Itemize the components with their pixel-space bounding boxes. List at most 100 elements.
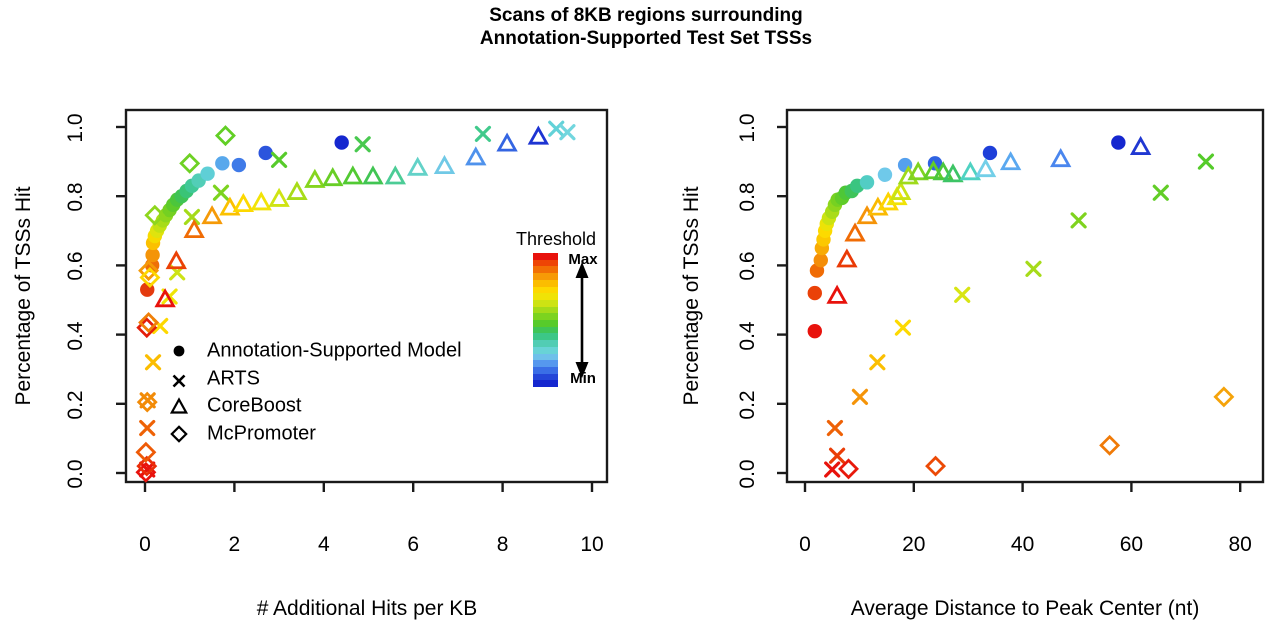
data-point-diamond [138, 260, 160, 282]
x-tick-label: 6 [407, 533, 420, 556]
data-point-x [183, 208, 201, 226]
legend-label-coreboost: CoreBoost [207, 394, 302, 417]
colorbar-band [533, 306, 558, 314]
data-point-triangle [465, 146, 487, 166]
data-point-x [354, 136, 371, 153]
data-point-circle [215, 156, 230, 171]
legend-marker-triangle-icon [169, 397, 189, 414]
data-point-x [1070, 212, 1087, 229]
threshold-arrow-up-icon [575, 262, 589, 278]
legend-marker-circle-icon [173, 345, 185, 357]
threshold-arrow-down-icon [575, 362, 589, 378]
data-point-diamond [1099, 434, 1121, 456]
legend-label-arts: ARTS [207, 367, 260, 390]
data-point-diamond [144, 204, 166, 226]
colorbar-band [533, 346, 558, 354]
data-point-triangle [433, 154, 456, 174]
colorbar-min-label: Min [570, 370, 596, 387]
colorbar-band [533, 259, 558, 267]
data-point-triangle [959, 161, 982, 181]
data-point-circle [807, 285, 822, 301]
data-point-x [139, 419, 156, 437]
colorbar-band [533, 333, 558, 341]
left-x-axis-title: # Additional Hits per KB [256, 597, 478, 620]
data-point-triangle [844, 222, 866, 242]
data-point-diamond [136, 455, 158, 477]
data-point-triangle [232, 192, 255, 213]
x-tick-label: 40 [1010, 533, 1035, 556]
colorbar-title: Threshold [515, 229, 597, 249]
colorbar-band [533, 320, 558, 327]
data-point-x [212, 184, 230, 201]
data-point-x [894, 319, 912, 336]
x-tick-label: 10 [580, 533, 604, 556]
data-point-triangle [942, 163, 964, 183]
colorbar-band [533, 253, 558, 260]
data-point-triangle [527, 125, 550, 145]
legend-marker-x-icon [172, 374, 186, 388]
left-plot-box [124, 108, 609, 484]
colorbar-band [533, 340, 558, 347]
x-tick-label: 20 [902, 533, 926, 556]
data-point-diamond [136, 391, 158, 413]
data-point-diamond [214, 125, 236, 147]
x-tick-label: 0 [139, 533, 151, 556]
x-tick-label: 4 [317, 533, 330, 556]
data-point-x [144, 354, 162, 371]
data-point-triangle [322, 167, 344, 187]
data-point-diamond [135, 441, 157, 463]
data-point-circle [982, 145, 998, 161]
data-point-triangle [286, 180, 308, 200]
legend-label-annotation-supported-model: Annotation-Supported Model [207, 339, 462, 362]
data-point-triangle [826, 284, 848, 304]
colorbar-band [533, 360, 558, 367]
data-point-triangle [250, 191, 272, 211]
figure-title: Scans of 8KB regions surrounding Annotat… [346, 4, 946, 50]
x-tick-label: 60 [1119, 533, 1144, 556]
data-point-x [474, 125, 492, 143]
data-point-triangle [974, 158, 997, 178]
data-point-circle [200, 166, 215, 181]
colorbar-band [533, 373, 558, 381]
data-point-triangle [999, 151, 1022, 171]
colorbar-max-label: Max [568, 251, 598, 268]
data-point-circle [1111, 135, 1126, 150]
data-point-circle [145, 247, 160, 263]
data-point-triangle [932, 161, 954, 181]
colorbar-band [533, 380, 558, 388]
figure-title-line2: Annotation-Supported Test Set TSSs [479, 28, 813, 49]
colorbar-band [533, 353, 558, 361]
data-point-circle [807, 323, 822, 339]
data-point-x [1197, 153, 1215, 170]
data-point-circle [258, 145, 273, 161]
data-point-circle [813, 253, 828, 268]
data-point-x [1152, 184, 1169, 201]
data-point-x [954, 286, 971, 303]
data-point-triangle [496, 132, 518, 152]
data-point-triangle [890, 180, 912, 200]
legend-marker-diamond-icon [170, 425, 188, 443]
data-point-circle [231, 157, 247, 173]
data-point-circle [859, 175, 875, 190]
x-tick-label: 2 [228, 533, 241, 556]
data-point-diamond [139, 267, 161, 288]
data-point-triangle [836, 248, 858, 268]
data-point-diamond [1213, 386, 1235, 408]
colorbar-band [533, 273, 558, 280]
data-point-triangle [362, 165, 384, 185]
data-point-triangle [922, 160, 945, 180]
data-point-circle [877, 167, 893, 182]
data-point-x [828, 447, 846, 464]
x-tick-label: 0 [799, 533, 811, 556]
figure-title-line1: Scans of 8KB regions surrounding [489, 5, 803, 26]
data-point-diamond [925, 455, 947, 477]
colorbar-band [533, 286, 558, 294]
right-plot-box [785, 108, 1265, 484]
data-point-x [271, 151, 288, 168]
data-point-x [559, 124, 576, 141]
data-point-triangle [907, 161, 929, 181]
legend-label-mcpromoter: McPromoter [207, 422, 316, 445]
data-point-triangle [165, 250, 187, 270]
